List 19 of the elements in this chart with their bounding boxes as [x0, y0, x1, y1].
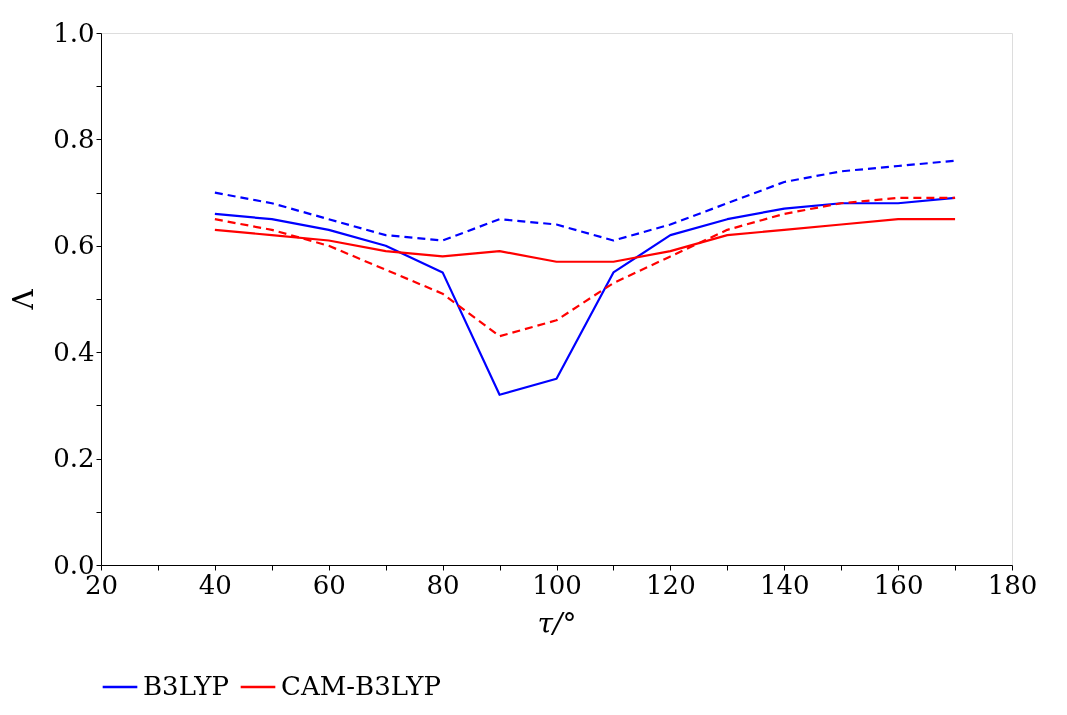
y-tick-label: 0.4	[53, 336, 95, 367]
y-tick-label: 0.2	[53, 443, 95, 474]
x-tick-label: 140	[759, 569, 810, 600]
y-axis-title: Λ	[7, 288, 41, 311]
legend-label: B3LYP	[143, 671, 229, 701]
y-tick-label: 0.6	[53, 230, 95, 261]
x-axis-title: τ/°	[537, 606, 577, 640]
y-tick-label: 0.8	[53, 123, 95, 154]
x-tick-label: 60	[312, 569, 346, 600]
x-tick-label: 160	[873, 569, 924, 600]
x-tick-label: 80	[426, 569, 460, 600]
x-tick-label: 40	[198, 569, 232, 600]
y-tick-label: 1.0	[53, 17, 95, 48]
x-tick-label: 180	[987, 569, 1038, 600]
x-tick-label: 120	[646, 569, 696, 600]
legend-label: CAM-B3LYP	[281, 671, 441, 701]
line-series	[213, 159, 957, 242]
x-tick-label: 100	[532, 569, 582, 600]
line-series	[213, 196, 957, 338]
